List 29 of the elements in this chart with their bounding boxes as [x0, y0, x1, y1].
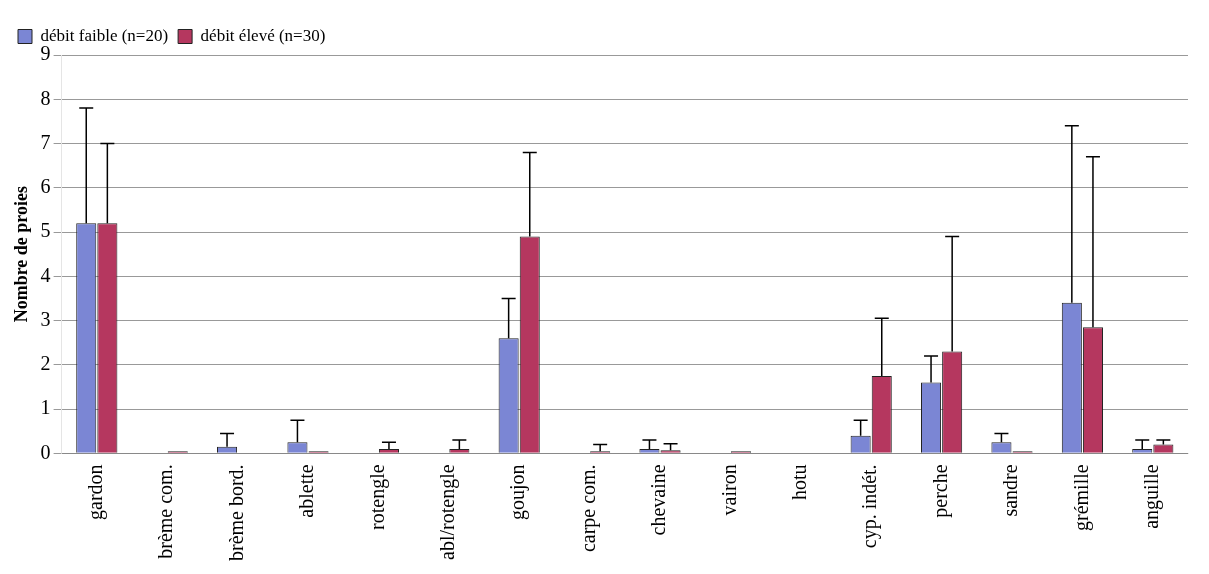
x-tick-label: rotengle [365, 464, 389, 530]
x-tick-label: brème com. [154, 464, 177, 559]
y-tick-label: 7 [40, 130, 51, 153]
legend-label: débit élevé (n=30) [200, 25, 326, 45]
x-tick-label: carpe com. [576, 464, 600, 553]
x-tick-label: ablette [295, 464, 318, 518]
x-tick-label: grémille [1069, 464, 1093, 532]
x-tick-label: chevaine [647, 464, 670, 536]
y-tick-label: 5 [40, 219, 51, 242]
x-tick-label: abl/rotengle [436, 464, 460, 560]
x-tick-label: sandre [999, 464, 1022, 517]
x-tick-label: brème bord. [224, 464, 247, 562]
x-tick-label: perche [928, 464, 952, 518]
x-tick-label: hotu [788, 464, 811, 500]
x-tick-label: goujon [506, 464, 530, 520]
x-tick-label: anguille [1140, 464, 1164, 529]
y-tick-label: 2 [40, 352, 51, 375]
x-tick-label: gardon [84, 464, 108, 520]
y-tick-label: 8 [40, 86, 51, 109]
y-tick-label: 9 [40, 42, 51, 65]
x-tick-label: cyp. indét. [858, 464, 882, 549]
x-tick-label: vairon [717, 464, 740, 516]
y-tick-label: 0 [40, 440, 51, 463]
y-tick-label: 3 [40, 307, 51, 330]
y-tick-label: 4 [40, 263, 51, 286]
legend-label: débit faible (n=20) [40, 25, 169, 45]
y-tick-label: 6 [40, 175, 51, 198]
y-axis-title: Nombre de proies [11, 186, 32, 323]
y-tick-label: 1 [40, 396, 51, 419]
